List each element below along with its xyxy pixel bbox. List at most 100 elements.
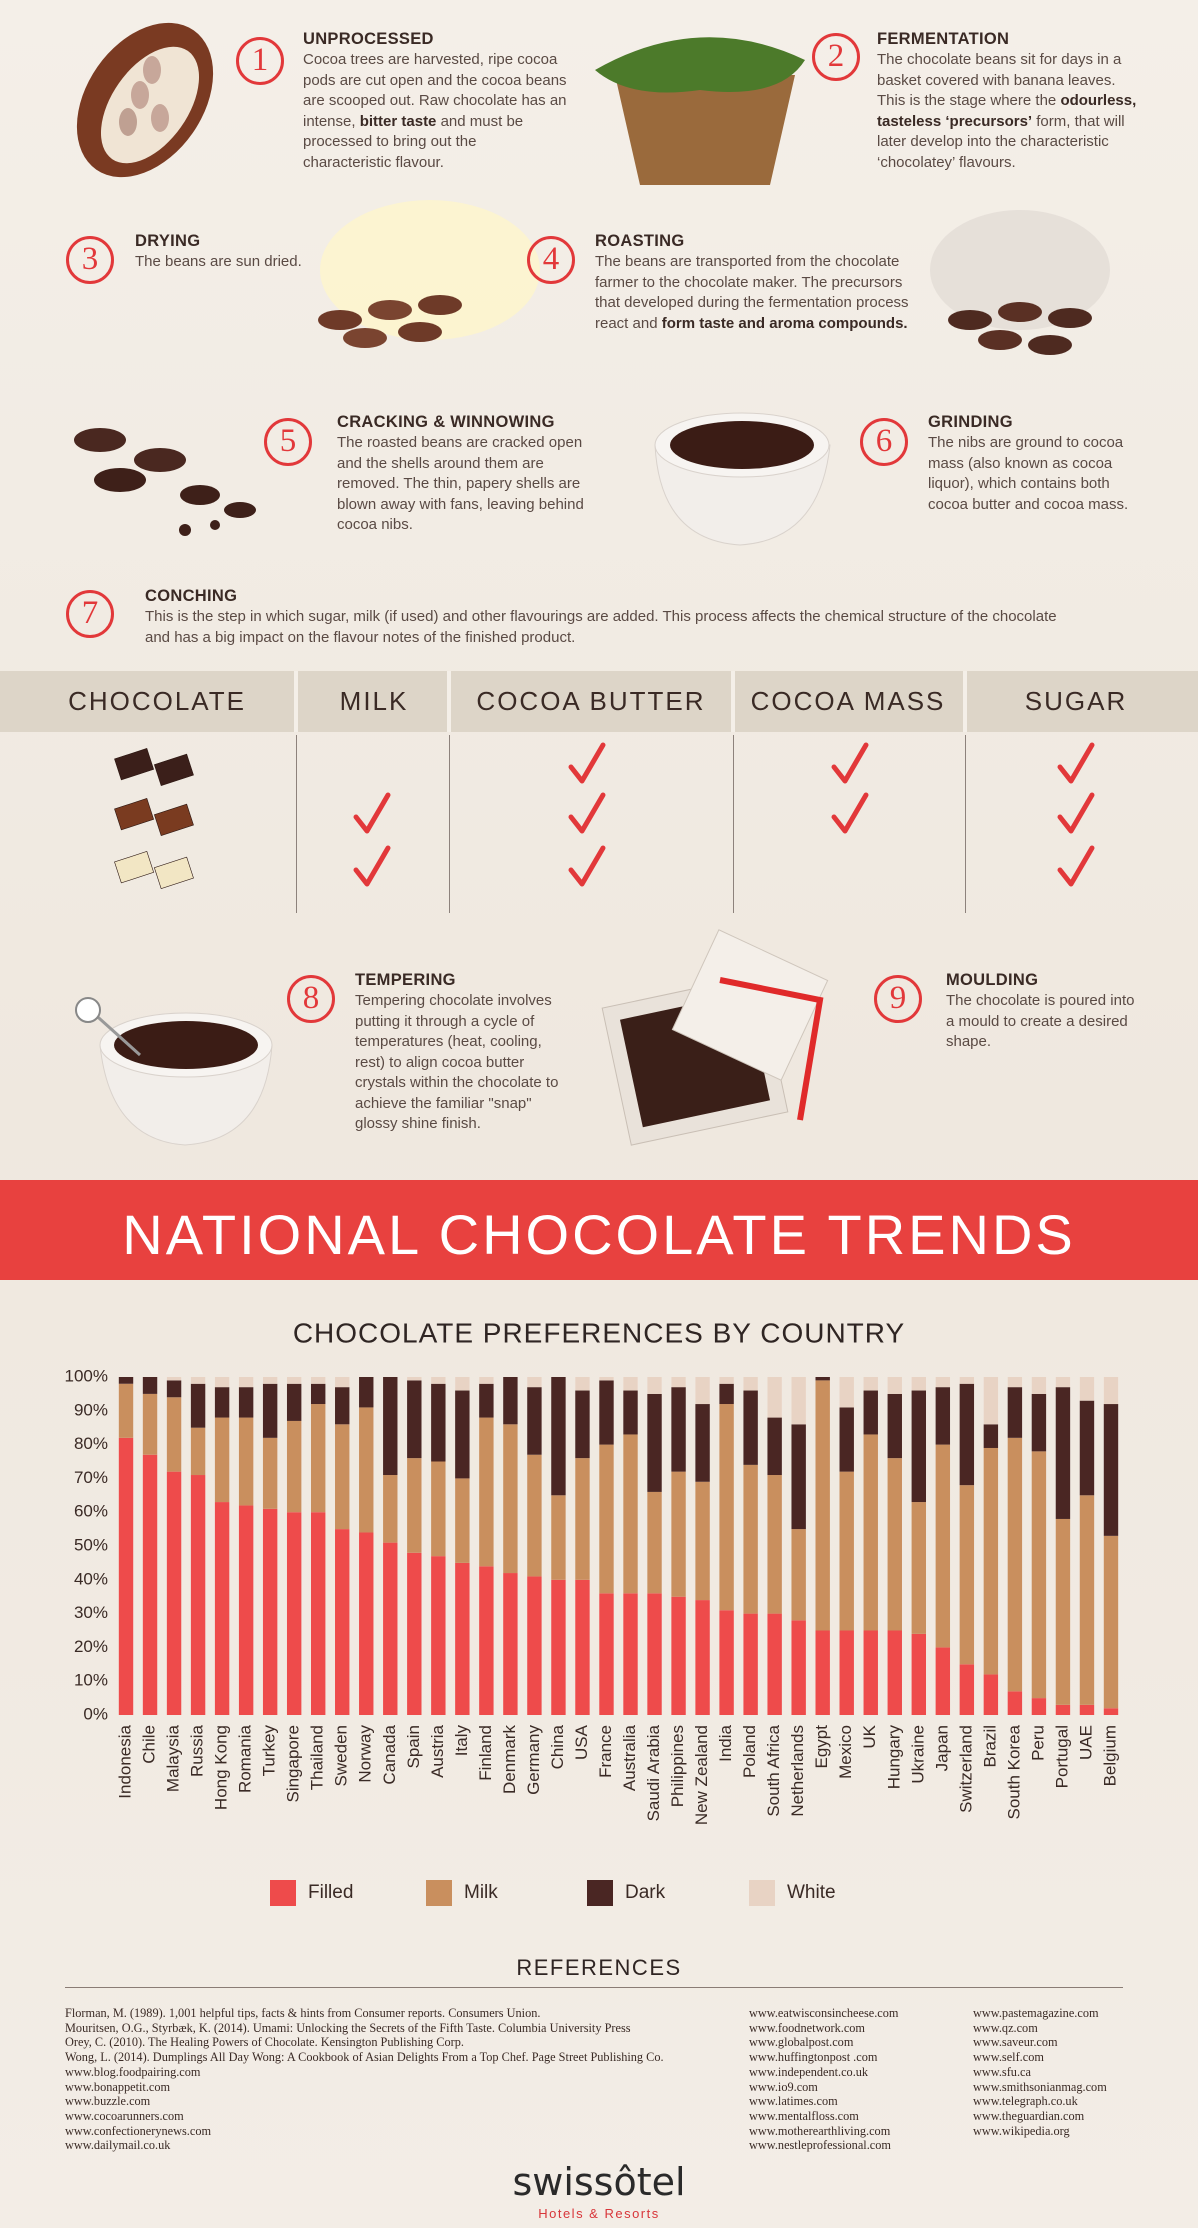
bar-segment (166, 1471, 182, 1715)
bar-segment (190, 1383, 206, 1428)
bar-segment (863, 1390, 878, 1435)
x-tick-label: UK (860, 1724, 879, 1748)
bar-segment (719, 1404, 734, 1611)
bar-segment (359, 1532, 374, 1715)
bar-segment (1055, 1704, 1071, 1715)
x-tick-label: Switzerland (956, 1725, 975, 1813)
bar-segment (839, 1377, 854, 1408)
bar-segment (286, 1377, 302, 1384)
bar-segment (431, 1461, 446, 1557)
step: CONCHING This is the step in which sugar,… (145, 587, 1085, 648)
reference: www.foodnetwork.com (749, 2020, 865, 2035)
table-header: COCOA MASS (750, 686, 946, 716)
column-divider (296, 735, 297, 913)
tempering-illustration (75, 997, 273, 1146)
bar-segment (743, 1464, 758, 1614)
y-tick-label: 20% (74, 1637, 108, 1656)
column-divider-header (294, 671, 298, 732)
bar-segment (431, 1556, 446, 1715)
x-tick-label: Egypt (812, 1725, 831, 1769)
x-tick-label: Poland (740, 1725, 759, 1778)
x-tick-label: Spain (404, 1725, 423, 1768)
reference: www.smithsonianmag.com (973, 2079, 1107, 2094)
bar-segment (887, 1377, 902, 1394)
bar-segment (647, 1491, 662, 1594)
bar-segment (479, 1377, 494, 1384)
bar-segment (503, 1424, 518, 1574)
bar-segment (479, 1417, 494, 1567)
bar-segment (983, 1424, 999, 1448)
x-tick-label: India (716, 1724, 735, 1761)
bar-segment (431, 1377, 446, 1384)
reference: www.qz.com (973, 2020, 1038, 2035)
bar-segment (310, 1512, 326, 1715)
bar-segment (1031, 1393, 1047, 1452)
bar-segment (1007, 1377, 1023, 1388)
bar-segment (455, 1390, 470, 1479)
bar-segment (575, 1458, 590, 1580)
step-number: 3 (66, 236, 114, 284)
check-mark (831, 792, 869, 834)
reference: Orey, C. (2010). The Healing Powers of C… (65, 2035, 464, 2050)
x-tick-label: France (596, 1725, 615, 1778)
x-tick-label: Finland (476, 1725, 495, 1781)
bar-segment (887, 1393, 902, 1459)
bar-segment (839, 1471, 854, 1631)
bar-segment (647, 1377, 662, 1394)
reference: www.pastemagazine.com (973, 2006, 1099, 2020)
x-tick-label: Hong Kong (212, 1725, 231, 1810)
table-header: MILK (339, 686, 409, 716)
x-tick-label: Russia (188, 1724, 207, 1777)
step: GRINDING The nibs are ground to cocoa mas… (928, 413, 1133, 515)
reference: www.dailymail.co.uk (65, 2138, 171, 2153)
reference: www.motherearthliving.com (749, 2123, 891, 2138)
reference: www.nestleprofessional.com (749, 2138, 891, 2153)
y-tick-label: 80% (74, 1434, 108, 1453)
bar-segment (166, 1377, 182, 1381)
reference: www.globalpost.com (749, 2035, 854, 2050)
step: TEMPERING Tempering chocolate involves pu… (355, 971, 565, 1135)
y-tick-label: 10% (74, 1671, 108, 1690)
bar-segment (791, 1424, 806, 1530)
legend-swatch (587, 1880, 613, 1906)
references-title: REFERENCES (516, 1955, 682, 1980)
step-number: 8 (287, 975, 335, 1023)
step: MOULDING The chocolate is poured into a m… (946, 971, 1136, 1053)
bar-segment (383, 1475, 398, 1543)
column-divider (733, 735, 734, 913)
x-tick-label: Germany (524, 1725, 543, 1795)
bar-segment (190, 1475, 206, 1715)
bar-segment (214, 1377, 230, 1388)
bar-segment (911, 1390, 927, 1503)
step-number: 2 (812, 33, 860, 81)
reference: www.self.com (973, 2050, 1044, 2065)
bar-segment (262, 1437, 278, 1509)
bar-segment (503, 1573, 518, 1715)
bar-segment (767, 1417, 782, 1476)
reference: www.saveur.com (973, 2035, 1058, 2050)
step-body-text: Cocoa trees are harvested, ripe cocoa po… (303, 51, 567, 130)
reference: www.telegraph.co.uk (973, 2094, 1078, 2109)
x-tick-label: USA (572, 1724, 591, 1760)
logo-tagline: Hotels & Resorts (538, 2206, 660, 2221)
bar-segment (142, 1454, 158, 1715)
bar-segment (1079, 1704, 1095, 1715)
step-title: ROASTING (595, 232, 685, 250)
check-mark (1057, 845, 1095, 887)
chart: CHOCOLATE PREFERENCES BY COUNTRY 0% 10% 20… (65, 1317, 1119, 1906)
step-body-text: The beans are transported from the choco… (595, 253, 909, 332)
bar-segment (791, 1529, 806, 1621)
bar-segment (695, 1404, 710, 1482)
bar-segment (719, 1383, 734, 1405)
x-tick-label: Singapore (284, 1725, 303, 1803)
bar-segment (238, 1387, 254, 1418)
table-marks (114, 742, 1095, 889)
x-tick-label: Philippines (668, 1725, 687, 1807)
roasting-illustration (930, 210, 1110, 355)
x-tick-label: Hungary (884, 1725, 903, 1790)
bar-segment (359, 1377, 374, 1408)
grinding-illustration (654, 412, 831, 546)
bar-segment (142, 1393, 158, 1455)
x-tick-label: China (548, 1724, 567, 1769)
bar-segment (815, 1377, 830, 1381)
